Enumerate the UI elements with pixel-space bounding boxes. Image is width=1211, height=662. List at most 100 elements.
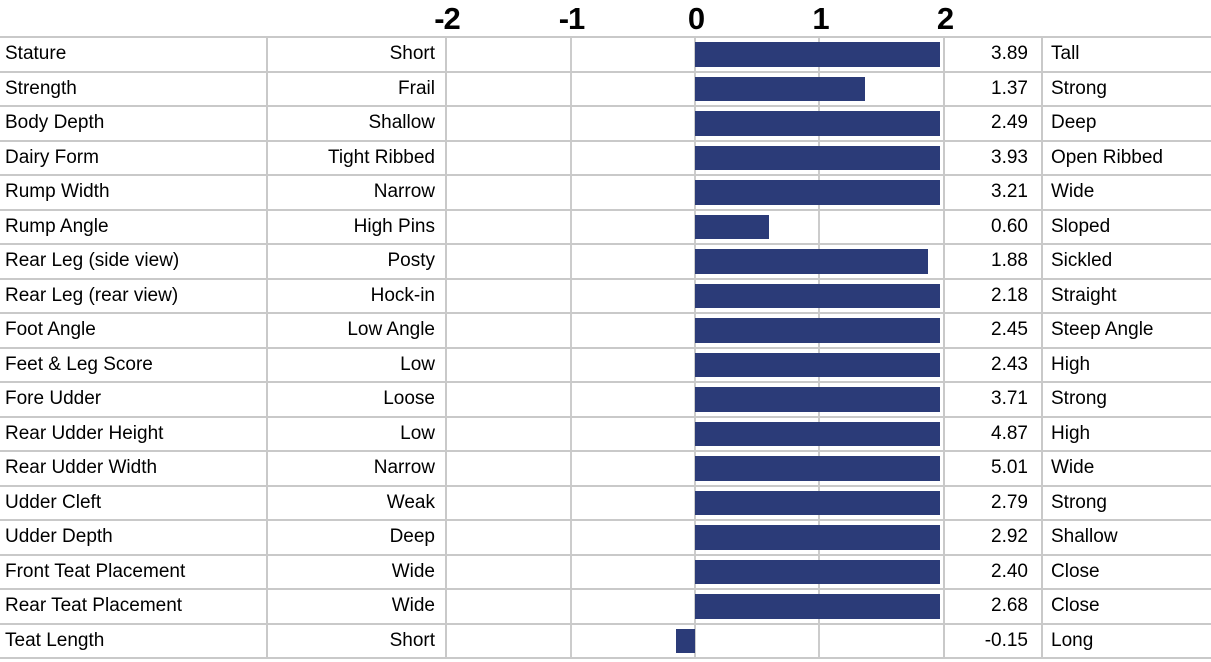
low-end-label: Short [268,38,447,71]
bar-chart-cell [447,245,945,278]
low-end-label: Frail [268,72,447,105]
trait-name: Stature [0,38,268,71]
gridline-minus1 [570,210,572,243]
bar-chart-cell [447,590,945,623]
low-end-label: Low Angle [268,314,447,347]
table-row: Rear Leg (rear view) Hock-in 2.18 Straig… [0,279,1211,314]
table-row: Teat Length Short -0.15 Long [0,624,1211,659]
sta-bar [695,318,940,343]
high-end-label: Open Ribbed [1051,146,1163,168]
sta-bar [695,249,929,274]
sta-bar [695,352,940,377]
low-end-label: Wide [268,590,447,623]
bar-chart-cell [447,210,945,243]
axis-tick-label: 1 [812,1,829,36]
sta-value: 1.88 [945,245,1043,278]
sta-value: 2.49 [945,107,1043,140]
high-end-label: Strong [1051,491,1107,513]
sta-value: 3.21 [945,176,1043,209]
low-end-label: Weak [268,486,447,519]
bar-chart-cell [447,555,945,588]
gridline-minus1 [570,383,572,416]
bar-chart-cell [447,279,945,312]
trait-name: Rump Angle [0,210,268,243]
bar-chart-cell [447,383,945,416]
high-end-label: Wide [1051,181,1095,203]
table-row: Rear Leg (side view) Posty 1.88 Sickled [0,245,1211,280]
low-end-label: Loose [268,383,447,416]
sta-value: 2.45 [945,314,1043,347]
table-row: Rump Width Narrow 3.21 Wide [0,176,1211,211]
sta-bar [695,214,770,239]
table-row: Front Teat Placement Wide 2.40 Close [0,555,1211,590]
gridline-minus1 [570,555,572,588]
gridline-minus1 [570,521,572,554]
trait-name: Fore Udder [0,383,268,416]
low-end-label: Low [268,348,447,381]
trait-name: Udder Depth [0,521,268,554]
sta-value: 2.18 [945,279,1043,312]
bar-chart-cell [447,417,945,450]
sta-bar [676,628,695,653]
axis-header: -2 -1 0 1 2 [0,0,1211,36]
sta-value: 2.43 [945,348,1043,381]
sta-value: 3.71 [945,383,1043,416]
sta-value: 1.37 [945,72,1043,105]
trait-name: Teat Length [0,624,268,657]
bar-chart-cell [447,521,945,554]
trait-name: Rear Teat Placement [0,590,268,623]
bar-chart-cell [447,486,945,519]
sta-bar [695,387,940,412]
sta-value: 4.87 [945,417,1043,450]
gridline-minus1 [570,486,572,519]
bar-chart-cell [447,38,945,71]
sta-bar [695,76,865,101]
sta-value: -0.15 [945,624,1043,657]
sta-value: 2.40 [945,555,1043,588]
sta-value: 3.89 [945,38,1043,71]
gridline-minus1 [570,107,572,140]
high-end-label: Sickled [1051,250,1113,272]
trait-name: Foot Angle [0,314,268,347]
trait-name: Rear Udder Width [0,452,268,485]
sta-bar [695,180,940,205]
table-row: Stature Short 3.89 Tall [0,38,1211,73]
table-row: Rear Udder Height Low 4.87 High [0,417,1211,452]
sta-value: 3.93 [945,141,1043,174]
axis-tick-label: -2 [434,1,461,36]
gridline-zero [694,624,696,657]
low-end-label: Narrow [268,176,447,209]
trait-name: Front Teat Placement [0,555,268,588]
sta-bar [695,559,940,584]
low-end-label: Posty [268,245,447,278]
high-end-label: Wide [1051,457,1095,479]
high-end-label: High [1051,353,1091,375]
sta-bar [695,42,940,67]
trait-name: Strength [0,72,268,105]
table-row: Feet & Leg Score Low 2.43 High [0,348,1211,383]
trait-name: Rump Width [0,176,268,209]
gridline-minus1 [570,176,572,209]
sta-bar [695,456,940,481]
sta-value: 5.01 [945,452,1043,485]
high-end-label: Close [1051,560,1100,582]
low-end-label: Narrow [268,452,447,485]
high-end-label: Shallow [1051,526,1118,548]
trait-name: Feet & Leg Score [0,348,268,381]
high-end-label: Long [1051,629,1094,651]
high-end-label: Steep Angle [1051,319,1154,341]
gridline-plus1 [818,210,820,243]
high-end-label: Deep [1051,112,1097,134]
sta-bar [695,145,940,170]
low-end-label: Short [268,624,447,657]
table-row: Udder Cleft Weak 2.79 Strong [0,486,1211,521]
table-row: Rear Udder Width Narrow 5.01 Wide [0,452,1211,487]
gridline-minus1 [570,590,572,623]
high-end-label: Tall [1051,43,1080,65]
sta-value: 0.60 [945,210,1043,243]
trait-name: Body Depth [0,107,268,140]
gridline-minus1 [570,314,572,347]
table-row: Fore Udder Loose 3.71 Strong [0,383,1211,418]
gridline-minus1 [570,452,572,485]
